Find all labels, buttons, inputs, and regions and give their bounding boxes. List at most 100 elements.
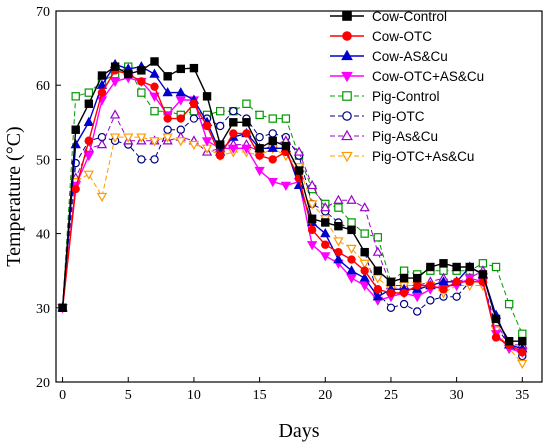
data-point bbox=[360, 229, 369, 238]
x-tick-label: 35 bbox=[515, 388, 529, 403]
data-point bbox=[175, 87, 186, 97]
x-tick-label: 25 bbox=[384, 388, 398, 403]
data-point bbox=[71, 125, 80, 134]
data-point bbox=[346, 274, 357, 284]
data-point bbox=[229, 129, 238, 138]
data-point bbox=[162, 87, 173, 97]
data-point bbox=[83, 170, 95, 180]
data-point bbox=[189, 63, 199, 73]
legend-entry: Pig-OTC bbox=[330, 109, 425, 124]
legend-label: Cow-AS&Cu bbox=[372, 49, 448, 64]
data-point bbox=[189, 114, 199, 123]
data-point bbox=[426, 262, 435, 272]
data-point bbox=[149, 137, 160, 147]
data-point bbox=[149, 68, 160, 78]
data-point bbox=[306, 241, 318, 251]
series-3 bbox=[57, 74, 528, 358]
data-point bbox=[242, 129, 251, 138]
data-point bbox=[83, 116, 95, 126]
x-axis-title: Days bbox=[278, 420, 319, 442]
data-point bbox=[360, 266, 369, 275]
data-point bbox=[228, 144, 239, 154]
y-tick-label: 40 bbox=[36, 228, 50, 243]
series-line bbox=[62, 136, 523, 364]
data-point bbox=[97, 71, 107, 80]
legend-label: Cow-OTC+AS&Cu bbox=[372, 69, 484, 84]
data-point bbox=[426, 296, 435, 305]
data-point bbox=[163, 114, 172, 123]
data-point bbox=[96, 79, 108, 89]
data-point bbox=[386, 277, 396, 287]
data-point bbox=[478, 270, 488, 279]
data-point bbox=[242, 99, 251, 108]
data-point bbox=[215, 106, 225, 116]
data-point bbox=[465, 277, 474, 287]
plot-frame bbox=[55, 10, 543, 383]
data-point bbox=[163, 72, 172, 81]
data-point bbox=[386, 303, 396, 312]
data-point bbox=[109, 77, 121, 88]
y-tick-label: 70 bbox=[36, 5, 50, 20]
x-tick-label: 15 bbox=[253, 388, 267, 403]
series-2 bbox=[57, 58, 528, 353]
data-point bbox=[347, 218, 356, 227]
data-point bbox=[281, 141, 291, 151]
legend-label: Cow-OTC bbox=[372, 29, 432, 44]
data-point bbox=[386, 288, 396, 298]
data-point bbox=[268, 129, 277, 138]
series-0 bbox=[58, 57, 527, 346]
data-point bbox=[255, 151, 264, 160]
legend-label: Cow-Control bbox=[372, 9, 447, 24]
y-tick-label: 30 bbox=[36, 302, 50, 317]
data-point bbox=[136, 133, 147, 143]
data-point bbox=[399, 273, 409, 283]
data-point bbox=[268, 136, 277, 146]
data-point bbox=[150, 155, 159, 164]
data-point bbox=[188, 140, 200, 151]
data-point bbox=[229, 118, 238, 127]
data-point bbox=[320, 202, 331, 212]
data-point bbox=[426, 281, 435, 290]
legend-label: Pig-Control bbox=[372, 89, 440, 104]
data-point bbox=[333, 194, 344, 204]
data-point bbox=[346, 244, 357, 254]
data-point bbox=[346, 194, 357, 204]
legend-marker bbox=[341, 71, 353, 83]
data-point bbox=[255, 144, 264, 153]
data-point bbox=[373, 233, 383, 242]
y-tick-label: 50 bbox=[36, 153, 50, 168]
data-point bbox=[360, 247, 369, 257]
data-point bbox=[399, 299, 409, 309]
data-point bbox=[58, 303, 67, 313]
data-point bbox=[84, 88, 94, 97]
data-point bbox=[518, 336, 527, 346]
legend-entry: Pig-OTC+As&Cu bbox=[330, 149, 474, 164]
legend-entry: Pig-As&Cu bbox=[330, 129, 438, 144]
legend: Cow-Control Cow-OTC Cow-AS&Cu Cow-OTC+AS&Cu… bbox=[330, 9, 484, 164]
data-point bbox=[413, 273, 422, 283]
data-point bbox=[518, 348, 527, 357]
legend-entry: Cow-AS&Cu bbox=[330, 49, 448, 64]
legend-marker bbox=[342, 111, 352, 121]
legend-label: Pig-OTC bbox=[372, 109, 425, 124]
data-point bbox=[96, 192, 108, 203]
data-point bbox=[150, 106, 159, 116]
data-point bbox=[320, 228, 331, 238]
data-point bbox=[321, 218, 330, 227]
data-point bbox=[175, 96, 186, 106]
data-point bbox=[175, 137, 186, 147]
data-point bbox=[137, 77, 146, 86]
data-point bbox=[438, 276, 449, 286]
data-point bbox=[255, 132, 264, 142]
data-point bbox=[268, 114, 277, 123]
data-point bbox=[465, 262, 474, 272]
x-tick-label: 30 bbox=[450, 388, 464, 403]
data-point bbox=[321, 240, 330, 249]
legend-marker bbox=[341, 129, 353, 141]
data-point bbox=[71, 184, 80, 194]
data-point bbox=[97, 88, 107, 97]
data-point bbox=[333, 237, 344, 247]
data-point bbox=[372, 291, 383, 301]
data-point bbox=[202, 92, 212, 101]
